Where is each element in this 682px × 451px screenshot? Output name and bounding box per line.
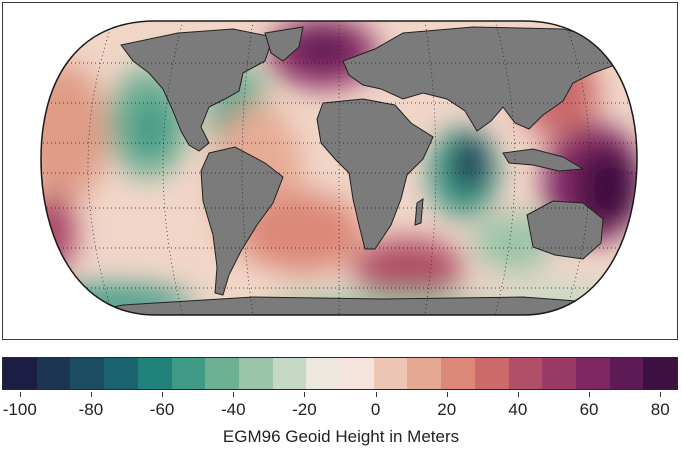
colorbar-swatch — [36, 358, 71, 389]
south-america — [200, 146, 284, 296]
colorbar-swatch — [407, 358, 442, 389]
colorbar-tick — [304, 392, 306, 397]
colorbar-tick — [589, 392, 591, 397]
map-panel — [2, 2, 678, 340]
colorbar-tick — [375, 392, 377, 397]
colorbar-tick-label: 40 — [508, 400, 528, 419]
colorbar-tick-label: 80 — [650, 400, 670, 419]
colorbar-swatch — [3, 358, 37, 389]
colorbar-swatch — [508, 358, 543, 389]
antarctica — [41, 296, 637, 315]
colorbar-tick-label: 0 — [370, 400, 381, 419]
colorbar-swatch — [474, 358, 509, 389]
colorbar-tick-label: -40 — [220, 400, 246, 419]
colorbar-swatch — [643, 358, 678, 389]
colorbar-swatch — [542, 358, 576, 389]
colorbar — [2, 357, 678, 390]
colorbar-swatch — [137, 358, 172, 389]
africa — [316, 98, 434, 250]
colorbar-tick-label: 60 — [579, 400, 599, 419]
colorbar-tick — [446, 392, 448, 397]
australia — [526, 200, 604, 260]
graticule — [41, 21, 637, 315]
colorbar-swatch — [340, 358, 374, 389]
colorbar-title: EGM96 Geoid Height in Meters — [222, 427, 460, 446]
colorbar-tick-label: 20 — [437, 400, 457, 419]
colorbar-tick-label: -80 — [78, 400, 104, 419]
colorbar-tick — [517, 392, 519, 397]
colorbar-swatch — [171, 358, 206, 389]
eurasia — [342, 26, 622, 132]
colorbar-swatch — [441, 358, 475, 389]
colorbar-swatch — [272, 358, 307, 389]
colorbar-tick-label: -100 — [2, 400, 37, 419]
colorbar-tick — [660, 392, 662, 397]
land-masses — [41, 26, 637, 315]
colorbar-tick-label: -20 — [292, 400, 317, 419]
colorbar-swatch — [306, 358, 341, 389]
colorbar-ticks: -100 -80 -60 -40 -20 0 20 40 60 80 — [2, 392, 678, 422]
colorbar-swatch — [70, 358, 105, 389]
madagascar — [414, 198, 424, 226]
greenland — [264, 26, 304, 62]
colorbar-tick — [90, 392, 92, 397]
southeast-asia — [502, 148, 585, 172]
colorbar-swatch — [205, 358, 239, 389]
colorbar-tick-label: -60 — [149, 400, 175, 419]
colorbar-tick — [19, 392, 21, 397]
geoid-world-map — [40, 20, 638, 316]
colorbar-swatch — [609, 358, 644, 389]
colorbar-tick — [233, 392, 235, 397]
colorbar-swatch — [575, 358, 610, 389]
map-outline — [40, 20, 638, 316]
colorbar-swatch — [104, 358, 138, 389]
colorbar-tick — [162, 392, 164, 397]
colorbar-swatch — [373, 358, 408, 389]
colorbar-swatch — [238, 358, 273, 389]
